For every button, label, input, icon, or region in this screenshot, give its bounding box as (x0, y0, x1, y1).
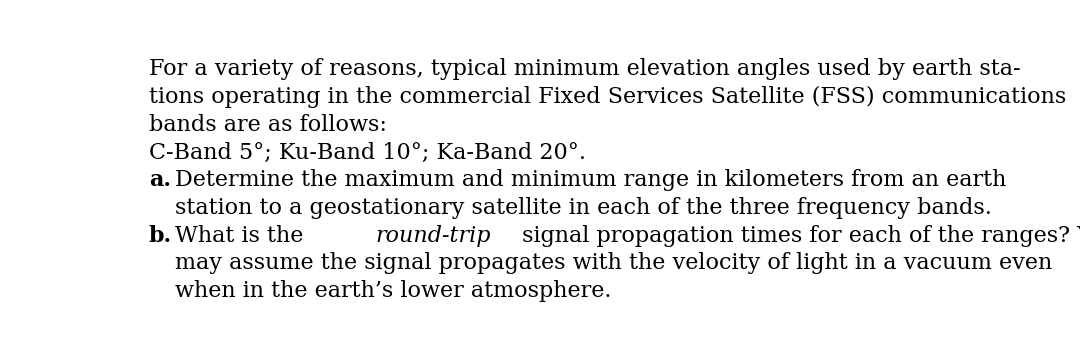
Text: Determine the maximum and minimum range in kilometers from an earth: Determine the maximum and minimum range … (175, 169, 1005, 191)
Text: may assume the signal propagates with the velocity of light in a vacuum even: may assume the signal propagates with th… (175, 252, 1052, 274)
Text: b.: b. (149, 225, 172, 247)
Text: What is the: What is the (175, 225, 310, 247)
Text: signal propagation times for each of the ranges? You: signal propagation times for each of the… (515, 225, 1080, 247)
Text: C-Band 5°; Ku-Band 10°; Ka-Band 20°.: C-Band 5°; Ku-Band 10°; Ka-Band 20°. (149, 141, 586, 164)
Text: when in the earth’s lower atmosphere.: when in the earth’s lower atmosphere. (175, 280, 611, 302)
Text: bands are as follows:: bands are as follows: (149, 114, 387, 136)
Text: For a variety of reasons, typical minimum elevation angles used by earth sta-: For a variety of reasons, typical minimu… (149, 58, 1021, 80)
Text: round-trip: round-trip (375, 225, 490, 247)
Text: tions operating in the commercial Fixed Services Satellite (FSS) communications: tions operating in the commercial Fixed … (149, 86, 1066, 108)
Text: a.: a. (149, 169, 171, 191)
Text: station to a geostationary satellite in each of the three frequency bands.: station to a geostationary satellite in … (175, 197, 991, 219)
